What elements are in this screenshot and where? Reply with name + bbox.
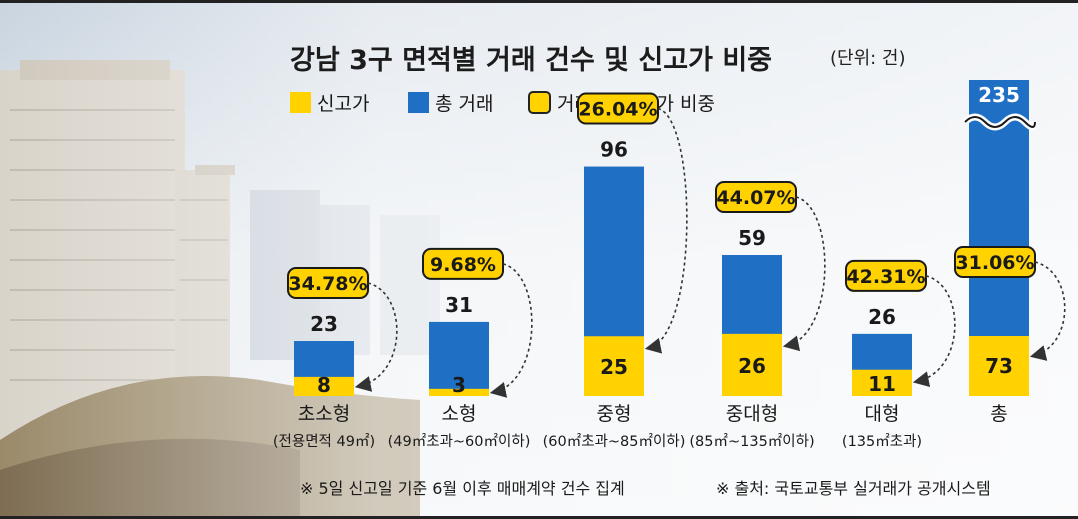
ratio-arrow-0 <box>354 282 398 392</box>
category-label-5: 총 <box>990 403 1007 425</box>
data-label-new-high-2: 25 <box>600 355 628 379</box>
legend-label-new-high: 신고가 <box>317 93 370 115</box>
category-sublabel-1: (49㎡초과~60㎡이하) <box>388 433 531 450</box>
data-label-total-5: 235 <box>978 83 1020 107</box>
ratio-label-0: 34.78% <box>288 273 367 295</box>
legend-item-new-high: 신고가 <box>290 89 369 116</box>
category-sublabel-4: (135㎡초과) <box>842 433 922 450</box>
bar-new-high-5 <box>969 336 1029 396</box>
ratio-arrow-2 <box>644 107 688 354</box>
ratio-label-4: 42.31% <box>846 266 925 288</box>
ratio-label-5: 31.06% <box>955 252 1034 274</box>
category-label-3: 중대형 <box>726 403 778 425</box>
ratio-label-1: 9.68% <box>430 254 496 276</box>
data-label-new-high-4: 11 <box>868 372 896 396</box>
ratio-arrow-1 <box>489 263 533 398</box>
legend-swatch-ratio <box>528 91 551 114</box>
ratio-arrow-3 <box>782 196 826 352</box>
legend-item-total: 총 거래 <box>408 89 493 116</box>
chart-title: 강남 3구 면적별 거래 건수 및 신고가 비중 <box>290 45 773 76</box>
data-label-total-0: 23 <box>310 312 338 336</box>
bar-new-high-1 <box>429 388 489 396</box>
category-label-4: 대형 <box>865 403 900 425</box>
data-label-total-3: 59 <box>738 226 766 250</box>
footnote-criteria: ※ 5일 신고일 기준 6월 이후 매매계약 건수 집계 <box>300 479 625 498</box>
data-label-total-4: 26 <box>868 305 896 329</box>
bar-new-high-0 <box>294 376 354 396</box>
ratio-label-3: 44.07% <box>716 187 795 209</box>
bar-new-high-3 <box>722 333 782 396</box>
bar-new-high-2 <box>584 336 644 396</box>
legend-label-total: 총 거래 <box>435 93 494 115</box>
data-label-new-high-5: 73 <box>985 354 1013 378</box>
ratio-label-2: 26.04% <box>578 99 657 121</box>
axis-break-mark <box>964 116 1036 128</box>
category-label-2: 중형 <box>597 403 632 425</box>
category-label-0: 초소형 <box>298 403 350 425</box>
bar-total-1 <box>429 321 489 396</box>
chart-unit: (단위: 건) <box>830 48 906 69</box>
data-label-new-high-3: 26 <box>738 354 766 378</box>
data-label-new-high-0: 8 <box>317 373 331 397</box>
footnote-source: ※ 출처: 국토교통부 실거래가 공개시스템 <box>716 479 991 498</box>
legend-swatch-new-high <box>290 92 311 113</box>
ratio-arrow-5 <box>1029 261 1066 361</box>
ratio-arrow-4 <box>912 275 956 388</box>
category-sublabel-2: (60㎡초과~85㎡이하) <box>543 433 686 450</box>
legend-swatch-total <box>408 92 429 113</box>
category-sublabel-3: (85㎡~135㎡이하) <box>689 433 814 450</box>
data-label-new-high-1: 3 <box>452 373 466 397</box>
category-sublabel-0: (전용면적 49㎡) <box>273 433 375 450</box>
category-label-1: 소형 <box>442 403 477 425</box>
data-label-total-1: 31 <box>445 293 473 317</box>
data-label-total-2: 96 <box>600 138 628 162</box>
bar-new-high-4 <box>852 369 912 396</box>
